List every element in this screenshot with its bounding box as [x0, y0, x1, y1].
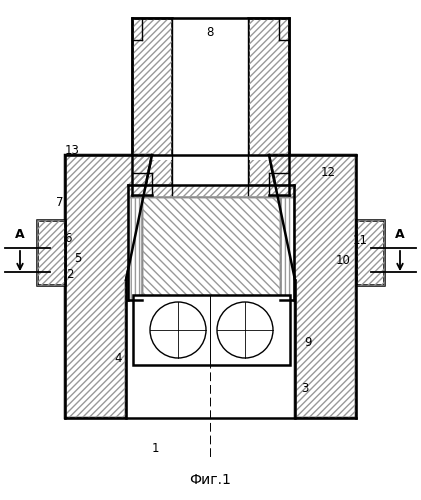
- Text: Фиг.1: Фиг.1: [189, 473, 231, 487]
- Text: 10: 10: [336, 254, 350, 266]
- Polygon shape: [269, 155, 356, 418]
- Bar: [280, 197, 294, 300]
- Bar: [37, 220, 65, 285]
- Bar: [128, 197, 142, 300]
- Polygon shape: [126, 155, 295, 418]
- Text: 11: 11: [352, 234, 368, 246]
- Text: 5: 5: [75, 252, 82, 264]
- Circle shape: [217, 302, 273, 358]
- Bar: [37, 220, 65, 285]
- Text: 3: 3: [301, 382, 309, 394]
- Text: 4: 4: [114, 352, 122, 364]
- Text: 9: 9: [304, 336, 312, 348]
- Bar: [142, 197, 280, 300]
- Bar: [356, 220, 384, 285]
- Text: 12: 12: [320, 166, 336, 178]
- Text: 13: 13: [64, 144, 80, 156]
- Bar: [248, 18, 289, 195]
- Bar: [132, 18, 172, 195]
- Bar: [128, 197, 142, 300]
- Bar: [152, 155, 269, 160]
- Bar: [142, 197, 280, 300]
- Bar: [280, 197, 294, 300]
- Text: 7: 7: [56, 196, 64, 209]
- Text: 8: 8: [206, 26, 214, 40]
- Bar: [132, 18, 172, 195]
- Bar: [128, 185, 294, 197]
- Text: 2: 2: [66, 268, 74, 281]
- Text: 6: 6: [64, 232, 72, 244]
- Bar: [356, 220, 384, 285]
- Text: A: A: [15, 228, 25, 241]
- Polygon shape: [65, 155, 152, 418]
- Circle shape: [150, 302, 206, 358]
- Bar: [128, 185, 294, 197]
- Bar: [133, 295, 290, 365]
- Text: A: A: [395, 228, 405, 241]
- Text: 1: 1: [151, 442, 159, 454]
- Bar: [248, 18, 289, 195]
- Bar: [172, 18, 248, 195]
